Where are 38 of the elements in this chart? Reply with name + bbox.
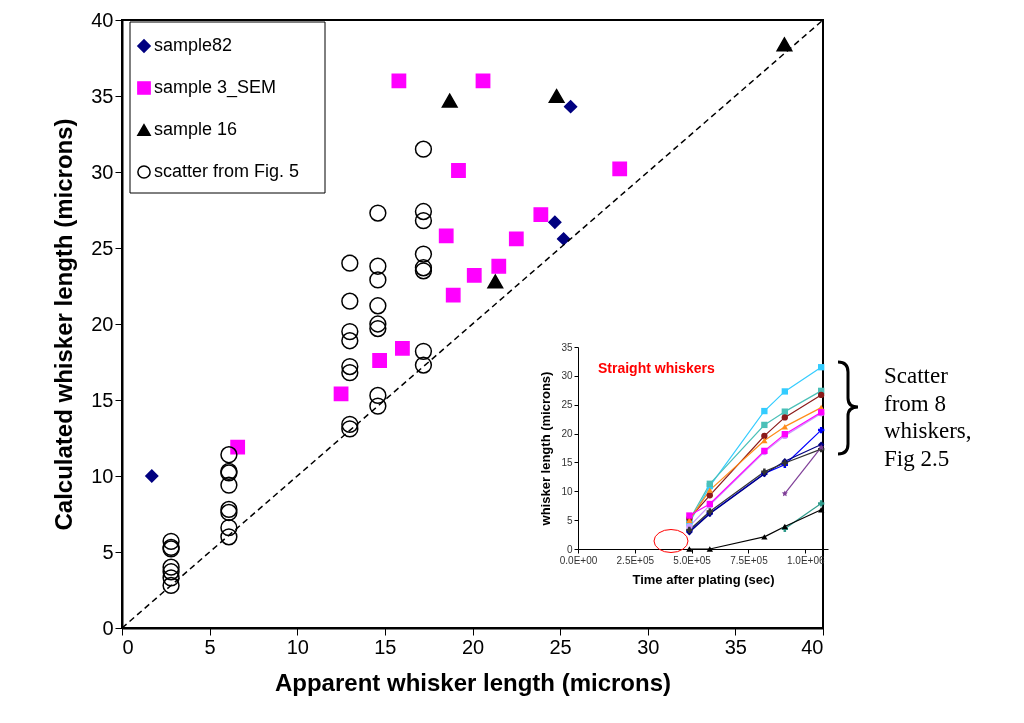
legend-label: sample 16 <box>154 119 238 139</box>
x-tick-label: 0.0E+00 <box>559 554 598 566</box>
x-tick-label: 5 <box>204 635 216 658</box>
y-tick-label: 30 <box>91 160 114 183</box>
legend-label: sample 3_SEM <box>154 77 277 98</box>
y-tick-label: 25 <box>91 236 114 259</box>
y-tick-label: 20 <box>561 428 573 440</box>
x-tick-label: 20 <box>461 635 485 658</box>
y-tick-label: 30 <box>561 370 573 382</box>
y-tick-label: 0 <box>566 543 573 555</box>
y-tick-label: 15 <box>561 456 573 468</box>
y-tick-label: 0 <box>102 616 114 639</box>
x-tick-label: 0 <box>122 635 134 658</box>
x-tick-label: 15 <box>374 635 397 658</box>
y-tick-label: 20 <box>91 312 114 335</box>
y-tick-label: 40 <box>91 8 114 31</box>
x-tick-label: 2.5E+05 <box>616 554 655 566</box>
y-tick-label: 25 <box>561 399 573 411</box>
y-axis-title: Calculated whisker length (microns) <box>50 118 78 531</box>
y-tick-label: 10 <box>91 464 114 487</box>
x-tick-label: 30 <box>637 635 660 658</box>
x-tick-label: 40 <box>801 635 824 658</box>
text: Scatter from 8 whiskers, Fig 2.5 <box>884 362 973 473</box>
y-tick-label: 10 <box>561 485 573 497</box>
y-tick-label: 35 <box>561 341 573 353</box>
x-axis-title: Time after plating (sec) <box>632 571 775 587</box>
legend-label: sample82 <box>154 35 233 55</box>
x-tick-label: 35 <box>724 635 747 658</box>
y-tick-label: 5 <box>566 514 573 526</box>
x-tick-label: 10 <box>286 635 309 658</box>
y-tick-label: 15 <box>91 388 114 411</box>
x-axis-title: Apparent whisker length (microns) <box>274 668 672 696</box>
annotation: Straight whiskers <box>598 360 715 376</box>
legend-label: scatter from Fig. 5 <box>154 161 300 181</box>
x-tick-label: 7.5E+05 <box>730 554 769 566</box>
x-tick-label: 5.0E+05 <box>673 554 712 566</box>
y-axis-title: whisker length (microns) <box>538 371 554 527</box>
y-tick-label: 35 <box>91 84 114 107</box>
